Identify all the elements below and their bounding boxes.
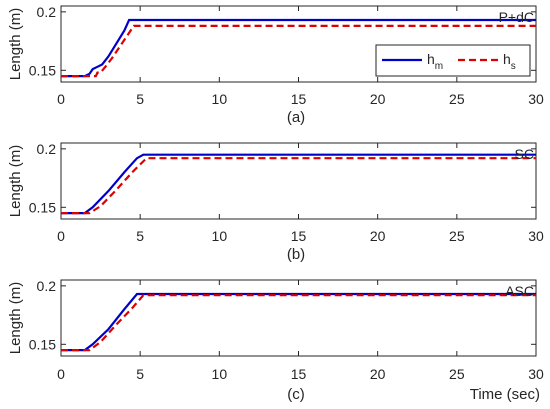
- x-tick-label: 10: [212, 366, 228, 382]
- x-tick-label: 0: [57, 228, 65, 244]
- y-tick-label: 0.15: [29, 336, 56, 352]
- x-tick-label: 25: [449, 228, 465, 244]
- panel-caption: (c): [287, 386, 305, 403]
- x-tick-label: 15: [291, 91, 307, 107]
- x-tick-label: 20: [370, 366, 386, 382]
- x-tick-label: 10: [212, 91, 228, 107]
- x-tick-label: 10: [212, 228, 228, 244]
- legend-subscript: s: [511, 61, 516, 72]
- x-tick-label: 30: [528, 91, 544, 107]
- x-tick-label: 30: [528, 366, 544, 382]
- x-tick-label: 0: [57, 366, 65, 382]
- series-line-2: [61, 24, 536, 78]
- y-axis-label: Length (m): [7, 282, 24, 355]
- x-tick-label: 5: [136, 228, 144, 244]
- x-tick-label: 5: [136, 366, 144, 382]
- y-tick-label: 0.15: [29, 62, 56, 78]
- y-axis-label: Length (m): [7, 8, 24, 81]
- x-tick-label: 15: [291, 228, 307, 244]
- y-axis-label: Length (m): [7, 145, 24, 218]
- x-tick-label: 25: [449, 366, 465, 382]
- panel-3: 0 5 10 15 20 25 30 0.15 0.2 Length (m) ASC (c) Time …: [7, 278, 544, 403]
- series-line-2: [61, 294, 536, 352]
- x-tick-label: 25: [449, 91, 465, 107]
- x-tick-label: 15: [291, 366, 307, 382]
- x-tick-label: 30: [528, 228, 544, 244]
- axes-box: [60, 279, 537, 357]
- x-tick-label: 5: [136, 91, 144, 107]
- panel-annotation: P+dC: [499, 9, 534, 25]
- panel-caption: (b): [287, 246, 305, 263]
- legend-subscript: m: [435, 61, 443, 72]
- panel-annotation: ASC: [505, 283, 534, 299]
- x-tick-label: 20: [370, 91, 386, 107]
- panel-2: 0 5 10 15 20 25 30 0.15 0.2 Length (m) SC (b): [7, 141, 544, 263]
- panel-caption: (a): [287, 109, 305, 126]
- series-line-1: [61, 18, 536, 78]
- y-tick-label: 0.15: [29, 199, 56, 215]
- series-line-2: [61, 157, 536, 215]
- y-tick-label: 0.2: [37, 4, 57, 20]
- y-tick-label: 0.2: [37, 141, 57, 157]
- panel-1: 0 5 10 15 20 25 30 0.15 0.2 Length (m) P+dC (a) hm hs: [7, 4, 544, 126]
- x-tick-label: 20: [370, 228, 386, 244]
- panel-annotation: SC: [515, 146, 534, 162]
- x-axis-label: Time (sec): [470, 386, 540, 403]
- legend: hm hs: [375, 44, 531, 77]
- x-tick-label: 0: [57, 91, 65, 107]
- y-tick-label: 0.2: [37, 278, 57, 294]
